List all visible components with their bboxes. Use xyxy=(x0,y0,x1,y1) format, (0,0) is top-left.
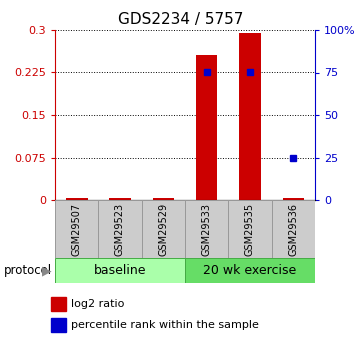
Text: GSM29535: GSM29535 xyxy=(245,203,255,256)
Text: log2 ratio: log2 ratio xyxy=(71,299,125,309)
Bar xyxy=(109,198,131,200)
Bar xyxy=(55,200,98,258)
Text: GSM29533: GSM29533 xyxy=(202,203,212,256)
Bar xyxy=(152,198,174,200)
Bar xyxy=(229,200,272,258)
Bar xyxy=(185,258,315,283)
Bar xyxy=(272,200,315,258)
Bar xyxy=(196,56,217,200)
Bar xyxy=(98,200,142,258)
Bar xyxy=(66,198,87,200)
Text: percentile rank within the sample: percentile rank within the sample xyxy=(71,320,259,330)
Bar xyxy=(55,258,185,283)
Text: protocol: protocol xyxy=(4,264,52,277)
Bar xyxy=(142,200,185,258)
Text: GSM29507: GSM29507 xyxy=(72,203,82,256)
Text: baseline: baseline xyxy=(94,264,146,277)
Bar xyxy=(283,198,304,200)
Text: GSM29529: GSM29529 xyxy=(158,203,168,256)
Text: GDS2234 / 5757: GDS2234 / 5757 xyxy=(118,12,243,27)
Bar xyxy=(51,318,66,332)
Bar xyxy=(185,200,229,258)
Text: 20 wk exercise: 20 wk exercise xyxy=(203,264,297,277)
Text: GSM29523: GSM29523 xyxy=(115,203,125,256)
Text: GSM29536: GSM29536 xyxy=(288,203,298,256)
Text: ▶: ▶ xyxy=(42,264,51,277)
Bar xyxy=(239,33,261,200)
Bar xyxy=(51,297,66,310)
